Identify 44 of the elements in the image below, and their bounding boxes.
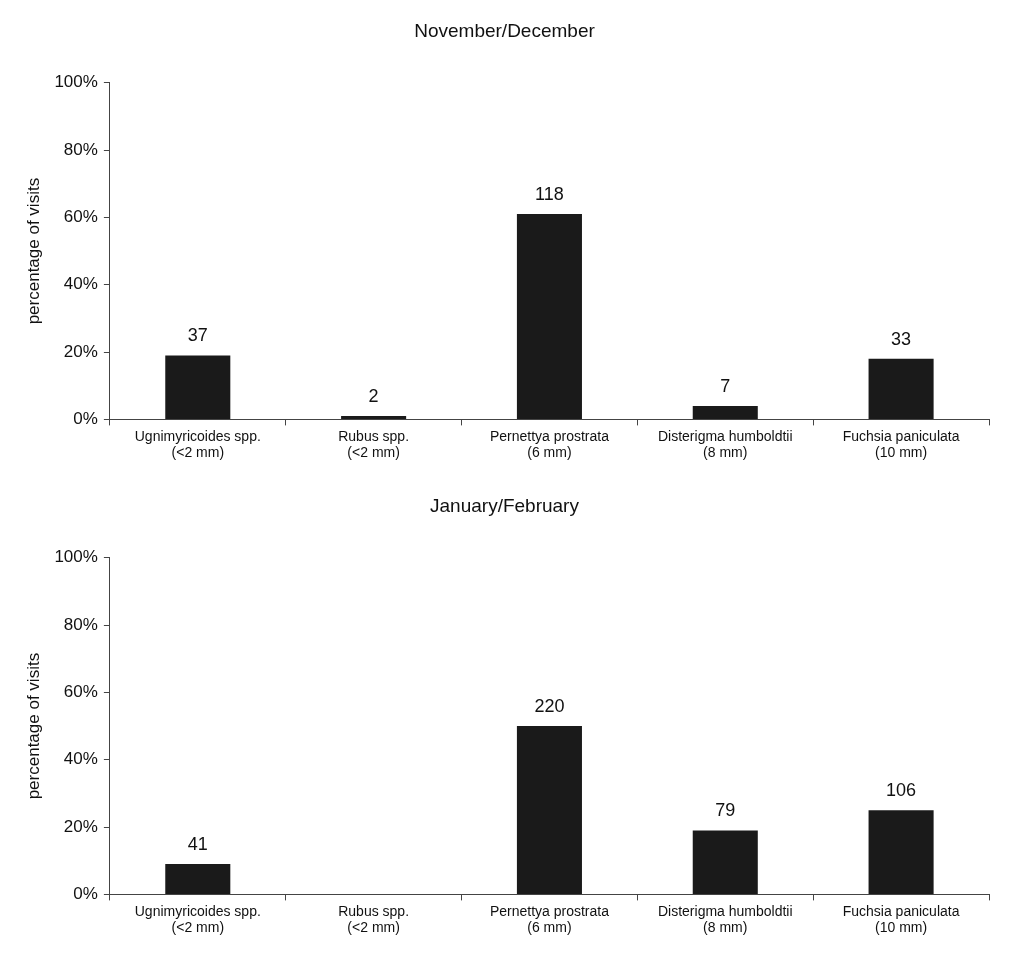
annotation: 41 (187, 834, 208, 855)
x-tick-label: Fuchsia paniculata (10 mm) (842, 902, 960, 936)
y-tick-label: 60% (63, 207, 98, 227)
y-tick-label: 40% (63, 274, 98, 294)
bar (165, 864, 231, 894)
y-tick-label: 0% (73, 884, 98, 904)
y-tick-label: 80% (63, 139, 98, 159)
chart-title: January/February (430, 494, 580, 516)
bar (165, 355, 231, 419)
bar (692, 405, 758, 419)
bar (692, 830, 758, 894)
bar (516, 214, 582, 419)
y-axis-title: percentage of visits (23, 652, 43, 800)
chart-title: November/December (414, 19, 596, 41)
annotation: 2 (368, 386, 379, 406)
y-tick-label: 40% (63, 749, 98, 769)
annotation: 7 (720, 375, 731, 396)
x-tick-label: Fuchsia paniculata (10 mm) (842, 427, 960, 461)
annotation: 220 (534, 696, 565, 717)
bar (516, 726, 582, 894)
annotation: 33 (891, 328, 912, 349)
x-tick-label: Pernettya prostrata (6 mm) (489, 902, 610, 936)
x-tick-label: Ugnimyricoides spp. (<2 mm) (134, 902, 261, 936)
x-tick-label: Rubus spp. (<2 mm) (338, 902, 410, 936)
x-tick-label: Pernettya prostrata (6 mm) (489, 427, 610, 461)
bar (868, 358, 934, 419)
y-tick-label: 60% (63, 682, 98, 702)
y-axis-title: percentage of visits (23, 177, 43, 325)
x-tick-label: Rubus spp. (<2 mm) (338, 427, 410, 461)
y-tick-label: 20% (63, 341, 98, 361)
y-tick-label: 80% (63, 614, 98, 634)
annotation: 79 (715, 800, 736, 821)
y-tick-label: 20% (63, 816, 98, 836)
x-tick-label: Disterigma humboldtii (8 mm) (657, 902, 793, 936)
annotation: 106 (886, 780, 917, 801)
y-tick-label: 100% (54, 72, 98, 92)
annotation: 37 (187, 325, 208, 346)
bar (868, 810, 934, 894)
x-tick-label: Ugnimyricoides spp. (<2 mm) (134, 427, 261, 461)
y-tick-label: 0% (73, 409, 98, 429)
x-tick-label: Disterigma humboldtii (8 mm) (657, 427, 793, 461)
annotation: 118 (535, 184, 564, 205)
bar (341, 416, 407, 419)
y-tick-label: 100% (54, 547, 98, 567)
